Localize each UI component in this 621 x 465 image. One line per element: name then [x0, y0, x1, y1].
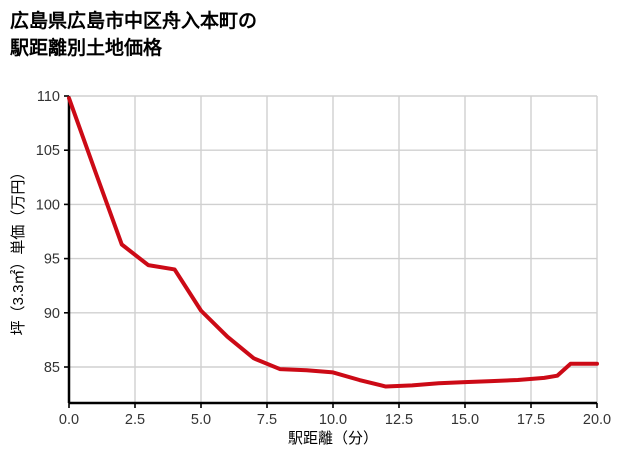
chart-title-line-1: 広島県広島市中区舟入本町の	[10, 11, 258, 32]
x-tick-label: 7.5	[257, 412, 277, 428]
x-tick-label: 15.0	[451, 412, 479, 428]
y-tick-label: 110	[37, 89, 60, 105]
x-tick-label: 5.0	[191, 412, 211, 428]
price-trend-line	[67, 96, 599, 389]
x-axis-label: 駅距離（分）	[288, 429, 378, 447]
x-tick-label: 0.0	[59, 412, 79, 428]
chart-title: 広島県広島市中区舟入本町の 駅距離別土地価格	[10, 8, 610, 62]
y-axis-label: 坪（3.3㎡）単価（万円）	[10, 165, 27, 336]
chart-title-line-2: 駅距離別土地価格	[10, 38, 163, 59]
x-tick-label: 2.5	[125, 412, 145, 428]
x-tick-label: 12.5	[385, 412, 413, 428]
x-tick-label: 20.0	[583, 412, 611, 428]
y-tick-label: 105	[36, 143, 60, 159]
x-tick-label: 10.0	[319, 412, 347, 428]
y-tick-label: 100	[36, 197, 60, 213]
x-axis-ticks: 0.0 2.5 5.0 7.5 10.0 12.5 15.0 17.5 20.0	[59, 403, 611, 428]
grid-lines	[69, 95, 598, 403]
y-tick-label: 90	[44, 306, 60, 322]
x-tick-label: 17.5	[517, 412, 545, 428]
y-axis-ticks: 85 90 95 100 105 110	[36, 89, 69, 376]
y-tick-label: 85	[44, 360, 60, 376]
y-tick-label: 95	[44, 252, 60, 268]
